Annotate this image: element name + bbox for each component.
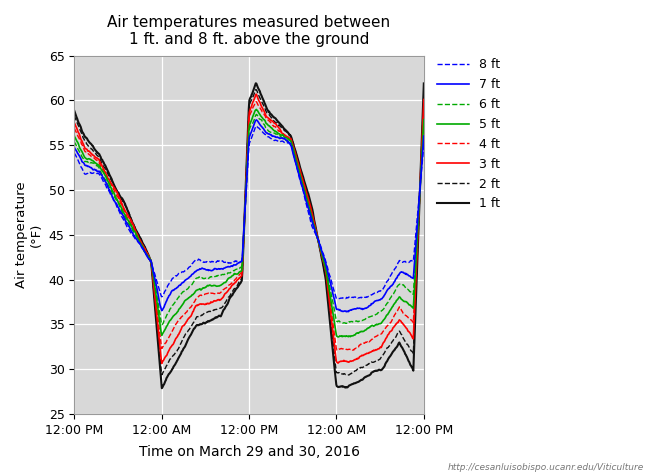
Legend: 8 ft, 7 ft, 6 ft, 5 ft, 4 ft, 3 ft, 2 ft, 1 ft: 8 ft, 7 ft, 6 ft, 5 ft, 4 ft, 3 ft, 2 ft… bbox=[434, 55, 504, 214]
Title: Air temperatures measured between
1 ft. and 8 ft. above the ground: Air temperatures measured between 1 ft. … bbox=[107, 15, 391, 47]
Text: http://cesanluisobispo.ucanr.edu/Viticulture: http://cesanluisobispo.ucanr.edu/Viticul… bbox=[447, 463, 644, 472]
X-axis label: Time on March 29 and 30, 2016: Time on March 29 and 30, 2016 bbox=[138, 445, 359, 459]
Y-axis label: Air temperature
(°F): Air temperature (°F) bbox=[15, 182, 43, 288]
